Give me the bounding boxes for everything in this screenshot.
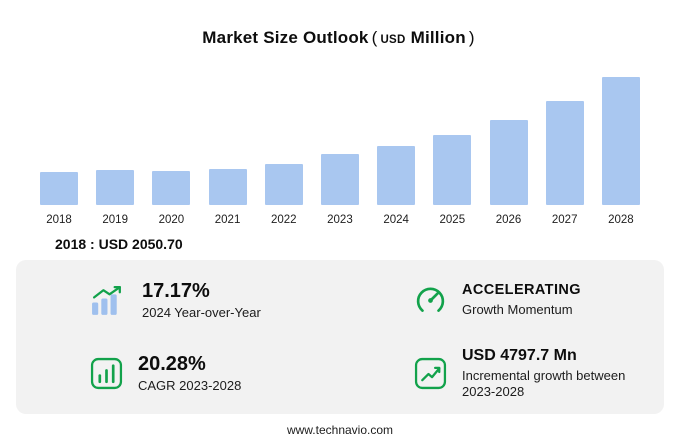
- x-tick-label-2023: 2023: [327, 214, 353, 226]
- x-tick-label-2020: 2020: [158, 214, 185, 226]
- title-unit-currency: USD: [380, 34, 406, 46]
- stat-yoy-texts: 17.17% 2024 Year-over-Year: [142, 280, 261, 321]
- stat-momentum: ACCELERATING Growth Momentum: [340, 281, 664, 318]
- x-tick-label-2022: 2022: [270, 214, 297, 226]
- bar-2021: [208, 168, 247, 205]
- cagr-bars-icon: [90, 357, 123, 390]
- chart-title-main: Market Size Outlook: [202, 28, 369, 47]
- stats-panel: 17.17% 2024 Year-over-Year ACCELERATING …: [16, 260, 664, 414]
- x-tick-label-2019: 2019: [102, 214, 128, 226]
- stat-cagr-texts: 20.28% CAGR 2023-2028: [138, 353, 241, 394]
- stat-cagr-value: 20.28%: [138, 352, 206, 375]
- bar-chart-growth-icon: [90, 284, 127, 317]
- stat-yoy-label: 2024 Year-over-Year: [142, 304, 261, 320]
- bar-2027: [545, 100, 584, 205]
- x-tick-label-2024: 2024: [383, 214, 409, 226]
- x-axis-labels: 2018 2019 2020 2021 2022 2023 2024 2025 2026 2027…: [40, 214, 640, 226]
- stat-yoy: 17.17% 2024 Year-over-Year: [16, 280, 340, 321]
- bar-series: [40, 72, 640, 205]
- stat-cagr: 20.28% CAGR 2023-2028: [16, 353, 340, 394]
- x-tick-label-2026: 2026: [495, 214, 522, 226]
- bar-2022: [264, 164, 303, 205]
- stat-momentum-label: Growth Momentum: [462, 301, 573, 317]
- title-paren-open: (: [371, 28, 378, 47]
- bar-2020: [152, 171, 191, 205]
- stat-incremental-label: Incremental growth between 2023-2028: [462, 367, 626, 399]
- title-paren-close: ): [468, 28, 475, 47]
- x-tick-label-2025: 2025: [439, 214, 466, 226]
- stat-yoy-value: 17.17%: [142, 279, 210, 302]
- bar-chart: 2018 2019 2020 2021 2022 2023 2024 2025 2026 2027…: [40, 72, 640, 226]
- bar-2024: [377, 145, 416, 205]
- stat-momentum-value: ACCELERATING: [462, 281, 581, 298]
- chart-title: Market Size Outlook(USD Million): [0, 0, 680, 48]
- bar-2023: [320, 154, 359, 205]
- stat-incremental: USD 4797.7 Mn Incremental growth between…: [340, 347, 664, 400]
- title-unit-magnitude: Million: [410, 28, 466, 47]
- bar-2018: [40, 172, 78, 205]
- x-tick-label-2028: 2028: [608, 214, 634, 226]
- base-year-value: 2018 : USD 2050.70: [55, 236, 183, 252]
- bar-2019: [96, 169, 135, 205]
- stat-incremental-texts: USD 4797.7 Mn Incremental growth between…: [462, 347, 630, 400]
- x-tick-label-2018: 2018: [46, 214, 72, 226]
- stat-incremental-value: USD 4797.7 Mn: [462, 346, 577, 364]
- incremental-growth-icon: [414, 357, 447, 390]
- stat-momentum-texts: ACCELERATING Growth Momentum: [462, 281, 581, 318]
- x-tick-label-2021: 2021: [214, 214, 241, 226]
- bar-2028: [601, 77, 640, 205]
- stat-cagr-label: CAGR 2023-2028: [138, 377, 242, 393]
- bar-2026: [489, 120, 528, 205]
- speedometer-icon: [414, 284, 447, 317]
- bar-2025: [433, 134, 472, 205]
- x-tick-label-2027: 2027: [551, 214, 578, 226]
- footer-url: www.technavio.com: [286, 423, 394, 437]
